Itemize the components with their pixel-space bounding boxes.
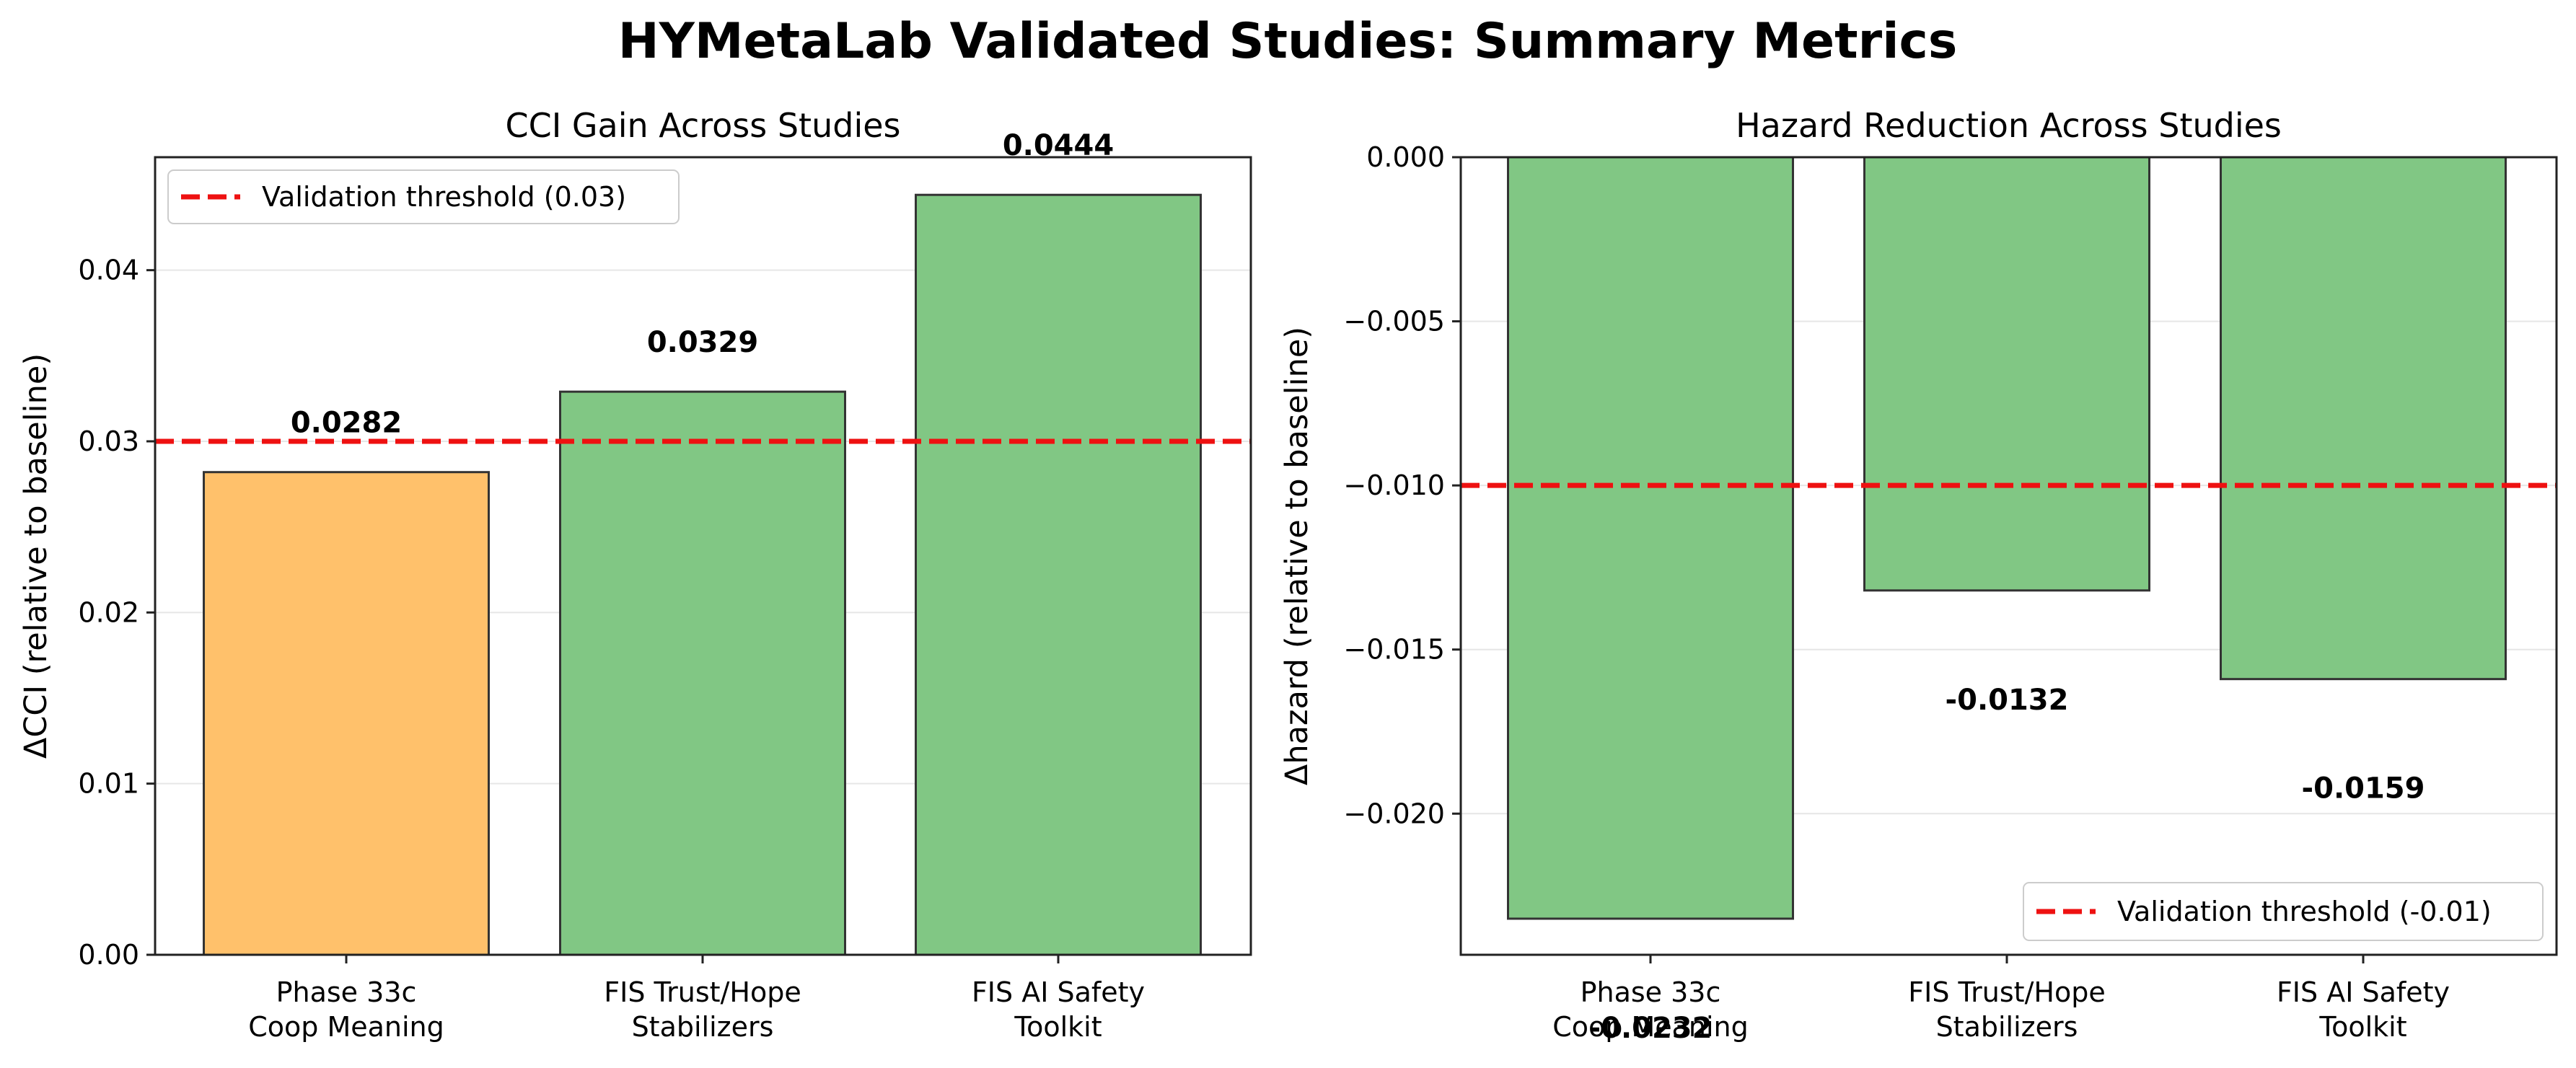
- y-tick-label: 0.02: [78, 596, 139, 628]
- y-tick-label: 0.01: [78, 768, 139, 800]
- x-tick-label: Coop Meaning: [248, 1011, 444, 1043]
- x-tick-label: Coop Meaning: [1552, 1011, 1749, 1043]
- y-axis-label: ΔCCI (relative to baseline): [18, 353, 54, 759]
- panel-title: CCI Gain Across Studies: [505, 106, 900, 145]
- y-tick-label: 0.04: [78, 255, 139, 286]
- bar-0: [203, 471, 490, 956]
- bar-1: [1863, 156, 2150, 592]
- value-label: -0.0232: [1589, 1012, 1713, 1045]
- x-tick-label: Phase 33c: [1581, 976, 1721, 1008]
- y-tick-label: 0.000: [1366, 141, 1445, 173]
- x-tick-label: Toolkit: [1014, 1011, 1102, 1043]
- x-tick-label: Phase 33c: [276, 976, 417, 1008]
- figure-title: HYMetaLab Validated Studies: Summary Met…: [618, 13, 1958, 70]
- y-tick-label: −0.020: [1343, 798, 1445, 829]
- x-tick-label: FIS AI Safety: [972, 976, 1145, 1008]
- hazard-reduction-chart: -0.0232 -0.0132 -0.0159 0.000 −0.005 −0.010 −0…: [1279, 106, 2558, 1045]
- value-label: 0.0282: [291, 407, 402, 440]
- y-tick-label: −0.005: [1343, 306, 1445, 337]
- legend: Validation threshold (0.03): [167, 169, 680, 224]
- y-tick-label: 0.00: [78, 939, 139, 971]
- cci-gain-chart: 0.02820.03290.04440.000.010.020.030.04Ph…: [18, 106, 1252, 1043]
- y-tick-label: 0.03: [78, 425, 139, 457]
- bar-1: [559, 390, 846, 956]
- legend-box: [167, 169, 680, 224]
- legend-label: Validation threshold (-0.01): [2117, 896, 2492, 927]
- bar-0: [1507, 156, 1794, 920]
- y-axis-label: Δhazard (relative to baseline): [1279, 327, 1315, 785]
- x-tick-label: Stabilizers: [1936, 1011, 2078, 1043]
- axes-frame: [1459, 156, 2558, 956]
- y-tick-label: −0.010: [1343, 469, 1445, 501]
- legend-box: [2023, 882, 2544, 941]
- y-tick-label: −0.015: [1343, 634, 1445, 666]
- bar-2: [2220, 156, 2507, 681]
- legend-label: Validation threshold (0.03): [262, 181, 626, 213]
- x-tick-label: FIS AI Safety: [2277, 976, 2450, 1008]
- bar-2: [915, 193, 1202, 956]
- panel-title: Hazard Reduction Across Studies: [1736, 106, 2282, 145]
- x-tick-label: FIS Trust/Hope: [1908, 976, 2105, 1008]
- x-tick-label: Toolkit: [2318, 1011, 2406, 1043]
- legend: Validation threshold (-0.01): [2023, 882, 2544, 941]
- x-tick-label: Stabilizers: [632, 1011, 774, 1043]
- value-label: 0.0329: [647, 326, 758, 359]
- x-tick-label: FIS Trust/Hope: [604, 976, 801, 1008]
- value-label: -0.0159: [2302, 772, 2425, 806]
- value-label: -0.0132: [1946, 684, 2069, 717]
